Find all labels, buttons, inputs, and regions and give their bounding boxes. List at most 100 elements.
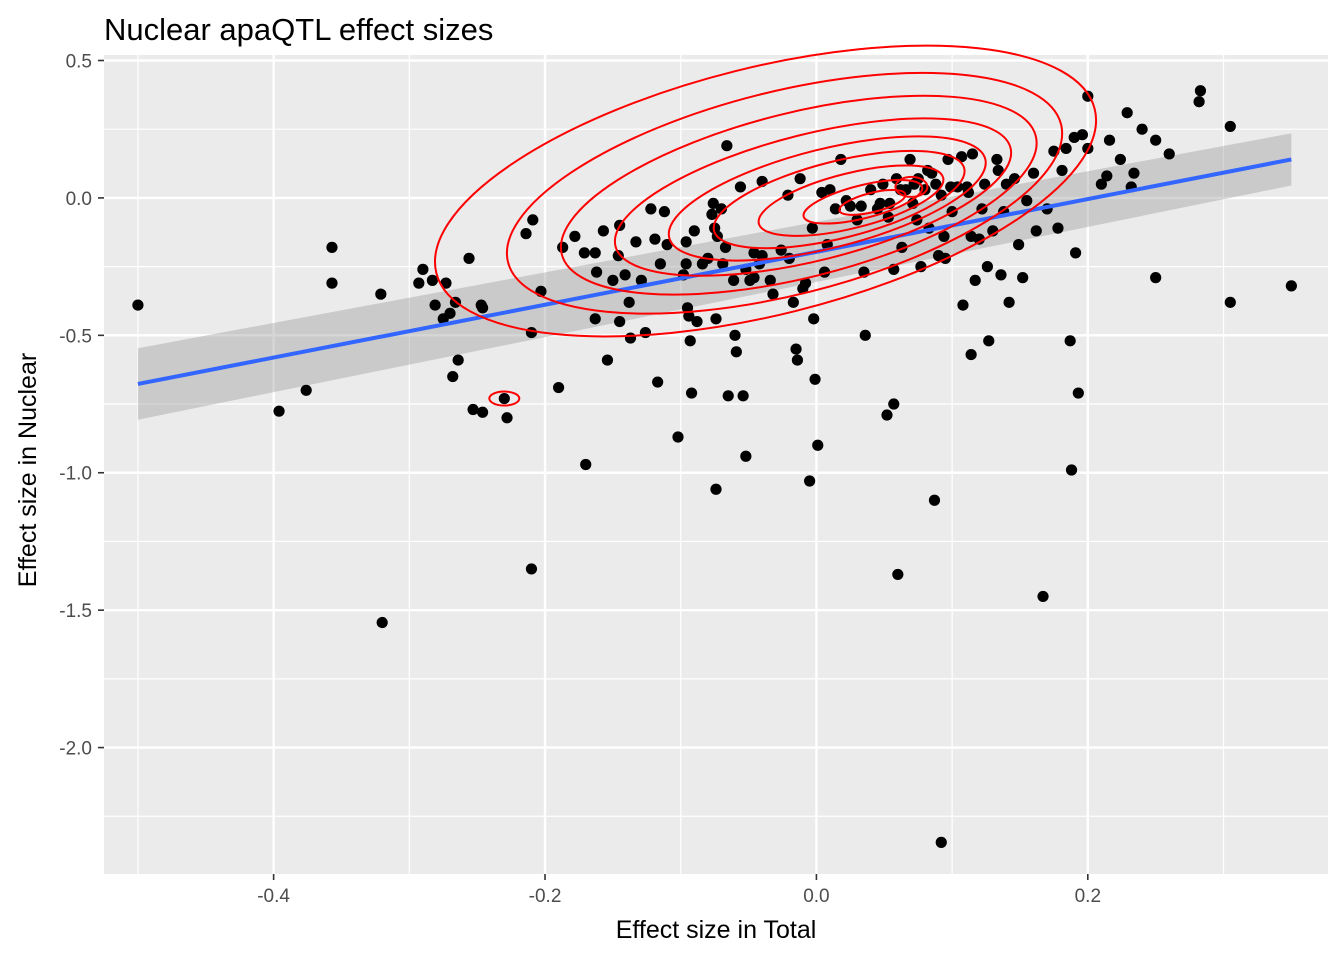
data-point xyxy=(645,203,657,215)
data-point xyxy=(1000,178,1012,190)
density-contour xyxy=(434,44,1098,338)
density-contour xyxy=(838,189,907,216)
data-point xyxy=(413,277,425,289)
data-point xyxy=(962,186,974,199)
data-point xyxy=(635,274,647,286)
data-point xyxy=(681,302,694,314)
data-point xyxy=(1095,178,1107,190)
data-point xyxy=(1285,280,1297,292)
data-point xyxy=(658,206,671,218)
density-contour xyxy=(667,135,987,262)
x-tick-label: -0.2 xyxy=(529,886,562,907)
data-point xyxy=(683,310,695,322)
data-point xyxy=(1150,272,1162,284)
data-point xyxy=(1136,123,1148,135)
data-point xyxy=(892,568,904,581)
data-point xyxy=(614,315,626,328)
data-point xyxy=(652,376,664,388)
data-point xyxy=(938,230,950,242)
data-point xyxy=(417,263,429,275)
data-point xyxy=(719,241,732,253)
data-point xyxy=(829,203,842,215)
density-contour xyxy=(505,71,1064,315)
data-point xyxy=(930,178,942,190)
data-point xyxy=(809,373,821,385)
data-point xyxy=(737,390,749,402)
data-point xyxy=(1224,296,1236,308)
data-point xyxy=(874,197,886,210)
data-point xyxy=(639,326,652,339)
data-point xyxy=(794,173,806,185)
data-point xyxy=(498,392,510,405)
density-contour xyxy=(894,175,929,198)
data-point xyxy=(501,412,513,424)
data-point xyxy=(429,299,441,311)
data-point xyxy=(1128,167,1140,179)
data-point xyxy=(707,197,719,210)
density-contour xyxy=(757,164,945,237)
data-point xyxy=(730,346,742,358)
data-point xyxy=(447,370,459,383)
data-point xyxy=(680,258,692,270)
data-point xyxy=(552,381,565,394)
data-point xyxy=(721,140,733,152)
data-point xyxy=(1072,387,1084,399)
data-point xyxy=(973,233,985,245)
data-point xyxy=(799,277,812,289)
data-point xyxy=(607,274,619,286)
data-point xyxy=(1030,225,1042,237)
y-tick-label: 0.0 xyxy=(66,189,92,210)
data-point xyxy=(691,315,703,328)
data-point xyxy=(904,153,916,166)
y-tick-label: -2.0 xyxy=(59,739,92,760)
density-contour xyxy=(559,94,1038,296)
data-point xyxy=(569,230,581,242)
x-tick-label: 0.0 xyxy=(803,886,829,907)
data-point xyxy=(806,222,818,234)
data-point xyxy=(706,208,718,221)
data-point xyxy=(463,252,475,264)
data-point xyxy=(722,390,734,402)
data-point xyxy=(580,458,592,471)
density-contour xyxy=(613,117,1013,277)
data-point xyxy=(808,313,820,325)
data-point xyxy=(520,228,532,240)
y-tick-label: -1.0 xyxy=(59,464,92,485)
x-tick-label: -0.4 xyxy=(257,886,290,907)
data-point xyxy=(1194,85,1207,97)
data-point xyxy=(1224,120,1236,133)
data-point xyxy=(1013,239,1025,251)
data-point xyxy=(597,225,609,237)
data-point xyxy=(1065,464,1078,476)
data-point xyxy=(680,236,692,248)
data-point xyxy=(589,247,601,259)
data-point xyxy=(557,241,569,253)
density-contour xyxy=(712,149,966,250)
data-point xyxy=(888,398,900,410)
data-point xyxy=(740,450,752,462)
data-point xyxy=(1060,142,1072,155)
data-point xyxy=(1121,107,1133,119)
data-point xyxy=(476,302,489,314)
data-point xyxy=(326,277,338,289)
regression-line xyxy=(137,157,1292,386)
data-point xyxy=(527,214,539,226)
data-point xyxy=(767,288,779,300)
data-point xyxy=(1150,134,1162,146)
data-point xyxy=(1027,167,1040,179)
data-point xyxy=(672,431,684,443)
data-point xyxy=(590,266,603,278)
data-point xyxy=(623,296,635,308)
data-point xyxy=(612,250,624,262)
data-point xyxy=(1163,148,1175,160)
data-point xyxy=(375,288,387,300)
data-point xyxy=(685,387,698,399)
data-point xyxy=(654,258,666,270)
data-point xyxy=(787,296,799,308)
data-point xyxy=(619,269,631,281)
data-point xyxy=(684,335,696,347)
data-point xyxy=(957,299,969,311)
data-point xyxy=(748,272,760,284)
data-point xyxy=(981,261,993,273)
data-point xyxy=(1101,170,1113,182)
